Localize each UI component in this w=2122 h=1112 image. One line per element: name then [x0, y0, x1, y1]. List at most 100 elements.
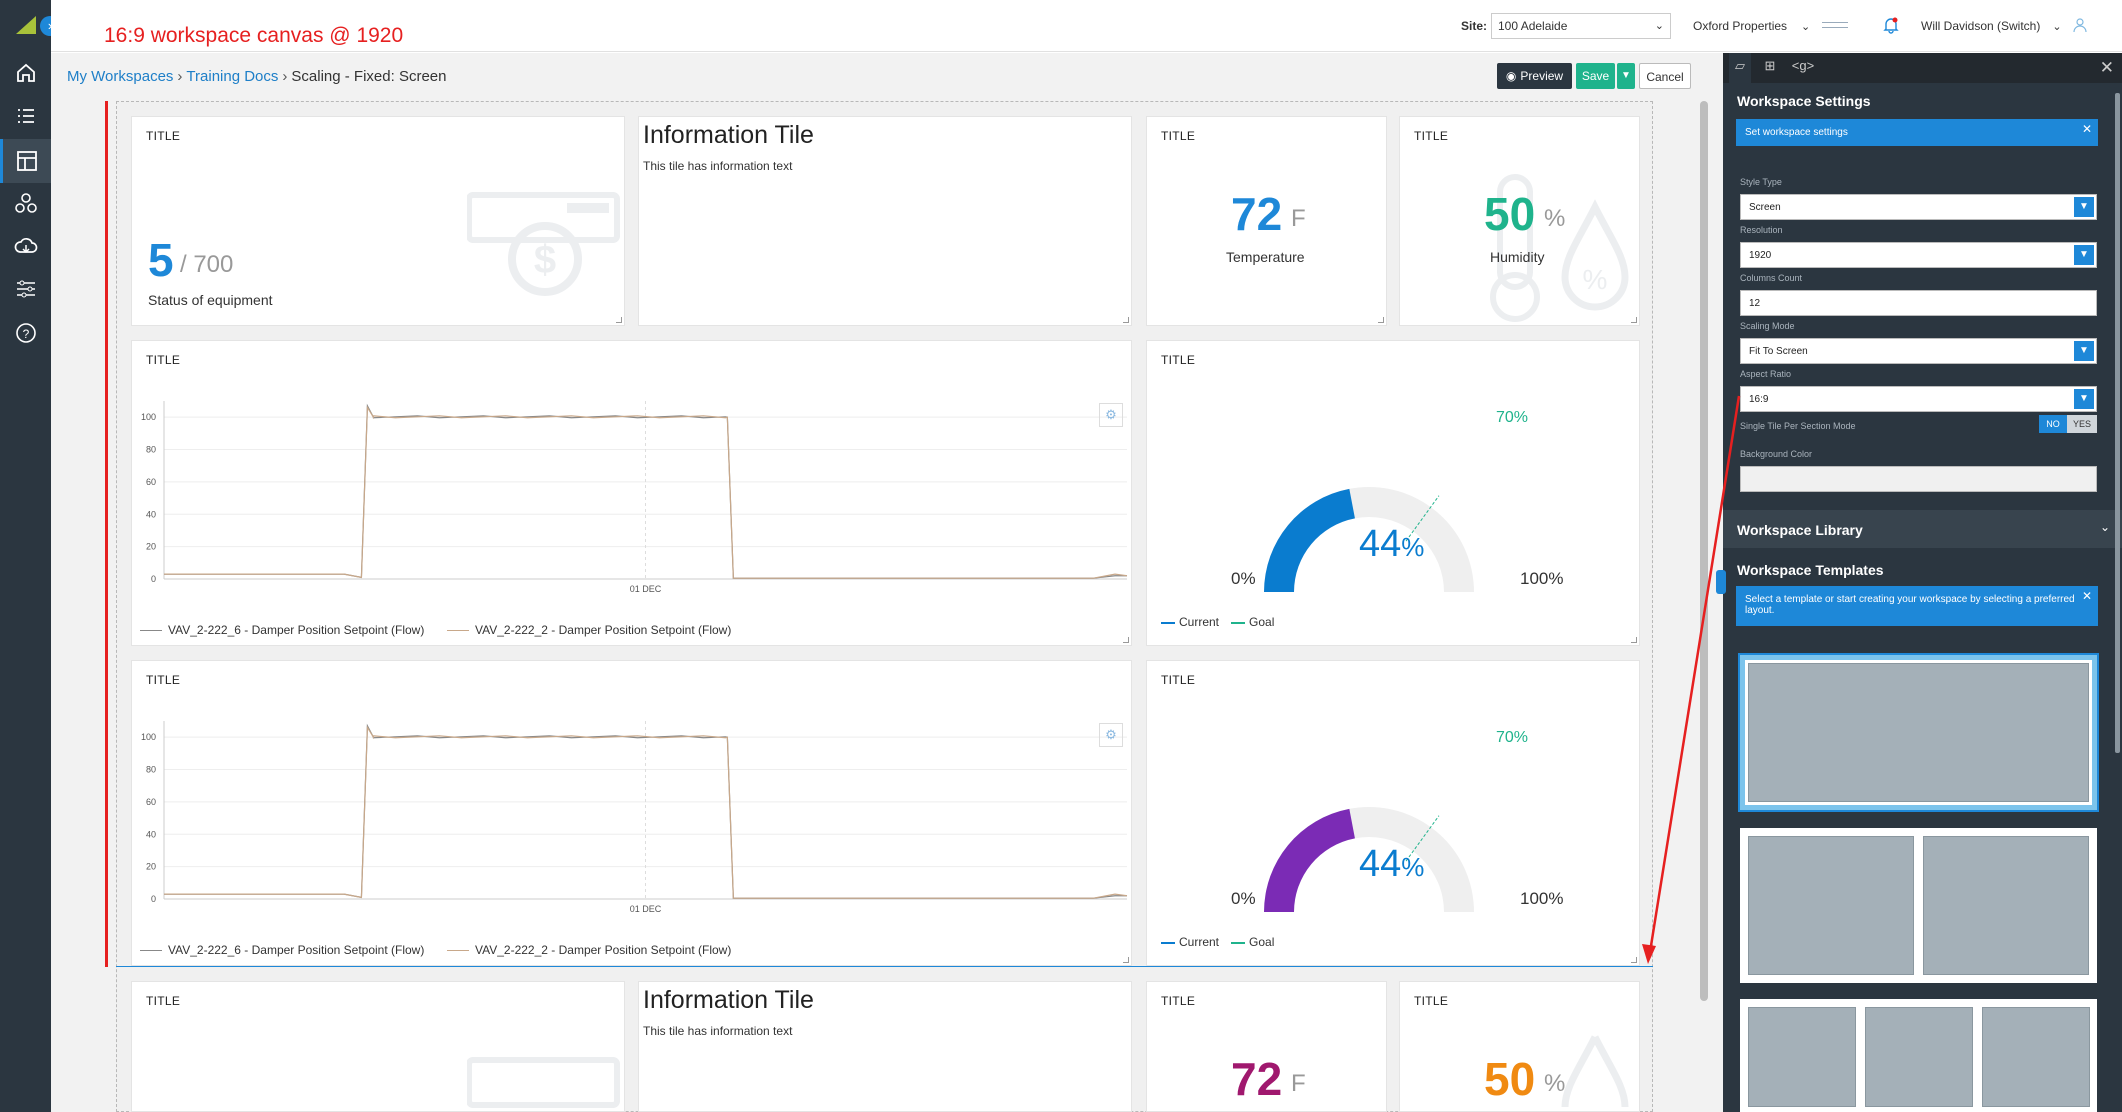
status-total: / 700 — [180, 251, 234, 278]
info-title: Information Tile — [643, 121, 814, 149]
y-tick-label: 80 — [146, 445, 156, 455]
chart-tile[interactable]: TITLE 0 20 40 60 80 100 01 DEC ⚙ VAV_2-222_6 -… — [131, 340, 1132, 646]
save-button[interactable]: Save — [1576, 63, 1615, 89]
gauge-min-label: 0% — [1231, 889, 1256, 908]
temperature-tile[interactable]: TITLE 72 F — [1146, 981, 1387, 1112]
panel-scrollbar[interactable] — [2115, 93, 2120, 753]
workspace-library-header[interactable]: Workspace Library ⌄ — [1723, 510, 2122, 548]
cloud-icon[interactable] — [13, 233, 39, 259]
legend-swatch — [1231, 941, 1246, 944]
org-select[interactable]: Oxford Properties ⌄ — [1693, 19, 1810, 33]
workspace-library-title: Workspace Library — [1737, 522, 1863, 538]
save-options-button[interactable]: ▼ — [1617, 63, 1635, 89]
toggle-yes[interactable]: YES — [2067, 415, 2097, 433]
breadcrumb-current: Scaling - Fixed: Screen — [291, 68, 447, 85]
user-icon[interactable] — [2072, 17, 2088, 33]
chart-settings-icon[interactable]: ⚙ — [1099, 403, 1123, 427]
line-chart: 0 20 40 60 80 100 01 DEC — [141, 401, 1128, 594]
close-icon[interactable]: ✕ — [2099, 58, 2114, 77]
resize-handle[interactable] — [1631, 637, 1637, 643]
breadcrumb-my-workspaces[interactable]: My Workspaces — [67, 68, 174, 85]
gauge-chart — [1264, 807, 1474, 912]
columns-input[interactable]: 12 — [1740, 290, 2097, 316]
home-icon[interactable] — [13, 60, 39, 86]
gauge-tile[interactable]: TITLE 44% 70% 0% 100% Current Goal — [1146, 340, 1640, 646]
panel-resize-handle[interactable] — [1716, 570, 1726, 594]
tile-title: TITLE — [1161, 129, 1196, 143]
chevron-down-icon: ▼ — [2074, 245, 2094, 265]
sliders-icon[interactable] — [13, 276, 39, 302]
chevron-down-icon: ▼ — [2074, 341, 2094, 361]
bell-icon[interactable] — [1882, 16, 1900, 34]
gauge-tile[interactable]: TITLE 44% 70% 0% 100% Current Goal — [1146, 660, 1640, 966]
aspect-select[interactable]: 16:9 ▼ — [1740, 386, 2097, 412]
breadcrumb-training-docs[interactable]: Training Docs — [186, 68, 279, 85]
resize-handle[interactable] — [1123, 637, 1129, 643]
status-tile[interactable]: TITLE — [131, 981, 625, 1112]
gauge-unit: % — [1401, 532, 1425, 562]
background-color-input[interactable] — [1740, 466, 2097, 492]
network-icon[interactable] — [13, 190, 39, 216]
scaling-select[interactable]: Fit To Screen ▼ — [1740, 338, 2097, 364]
top-bar — [51, 0, 2122, 52]
information-tile[interactable]: Information Tile This tile has informati… — [638, 116, 1132, 326]
status-tile[interactable]: TITLE $ 5 / 700 Status of equipment — [131, 116, 625, 326]
y-tick-label: 100 — [141, 412, 156, 422]
settings-info-banner: Set workspace settings ✕ — [1736, 119, 2098, 146]
chart-settings-icon[interactable]: ⚙ — [1099, 723, 1123, 747]
tile-title: TITLE — [1161, 353, 1196, 367]
template-three-column[interactable] — [1740, 999, 2097, 1112]
gauge-max-label: 100% — [1520, 569, 1564, 588]
resize-handle[interactable] — [1123, 317, 1129, 323]
chevron-down-icon: ▼ — [1621, 70, 1631, 81]
y-tick-label: 100 — [141, 732, 156, 742]
template-cell — [1748, 663, 2089, 802]
chart-tile[interactable]: TITLE 0 20 40 60 80 100 01 DEC ⚙ VAV_2-222_6 -… — [131, 660, 1132, 966]
resize-handle[interactable] — [1631, 317, 1637, 323]
scaling-value: Fit To Screen — [1749, 346, 1808, 357]
tab-code[interactable]: <g> — [1791, 58, 1815, 73]
resize-handle[interactable] — [1123, 957, 1129, 963]
app-sidebar: › ? — [0, 0, 60, 1112]
preview-button[interactable]: ◉ Preview — [1497, 63, 1572, 89]
information-tile[interactable]: Information Tile This tile has informati… — [638, 981, 1132, 1112]
list-icon[interactable] — [13, 103, 39, 129]
layout-icon — [17, 151, 37, 171]
style-type-select[interactable]: Screen ▼ — [1740, 194, 2097, 220]
chart-legend-1: VAV_2-222_6 - Damper Position Setpoint (… — [140, 623, 424, 637]
legend-label: VAV_2-222_2 - Damper Position Setpoint (… — [475, 623, 732, 637]
gauge-legend: Current Goal — [1161, 935, 1274, 949]
humidity-tile[interactable]: TITLE % 50 % Humidity — [1399, 116, 1640, 326]
humidity-unit: % — [1544, 1070, 1566, 1097]
user-menu[interactable]: Will Davidson (Switch) ⌄ — [1921, 19, 2062, 33]
tile-title: TITLE — [1414, 129, 1449, 143]
canvas-boundary — [116, 966, 1653, 967]
resize-handle[interactable] — [1378, 317, 1384, 323]
y-tick-label: 20 — [146, 542, 156, 552]
canvas-scrollbar[interactable] — [1700, 101, 1708, 1001]
svg-text:%: % — [1583, 264, 1608, 295]
toggle-no[interactable]: NO — [2039, 415, 2067, 433]
resize-handle[interactable] — [616, 317, 622, 323]
gauge-legend: Current Goal — [1161, 615, 1274, 629]
frame-icon[interactable]: ⊞ — [1764, 58, 1776, 73]
site-select[interactable]: 100 Adelaide ⌄ — [1491, 13, 1671, 39]
temperature-unit: F — [1291, 205, 1306, 232]
resolution-select[interactable]: 1920 ▼ — [1740, 242, 2097, 268]
template-single[interactable] — [1740, 655, 2097, 810]
humidity-value: 50 — [1484, 1053, 1536, 1105]
help-icon[interactable]: ? — [13, 320, 39, 346]
series-line — [164, 405, 1128, 579]
template-cell — [1923, 836, 2089, 975]
resize-handle[interactable] — [1631, 957, 1637, 963]
nav-item-workspaces[interactable] — [0, 139, 51, 183]
tile-title: TITLE — [1414, 994, 1449, 1008]
temperature-tile[interactable]: TITLE 72 F Temperature — [1146, 116, 1387, 326]
close-icon[interactable]: ✕ — [2081, 122, 2092, 136]
template-two-column[interactable] — [1740, 828, 2097, 983]
close-icon[interactable]: ✕ — [2081, 589, 2092, 603]
user-name: Will Davidson (Switch) — [1921, 19, 2041, 33]
cancel-button[interactable]: Cancel — [1639, 63, 1691, 89]
humidity-tile[interactable]: TITLE 50 % — [1399, 981, 1640, 1112]
shape-icon[interactable]: ▱ — [1729, 53, 1751, 83]
